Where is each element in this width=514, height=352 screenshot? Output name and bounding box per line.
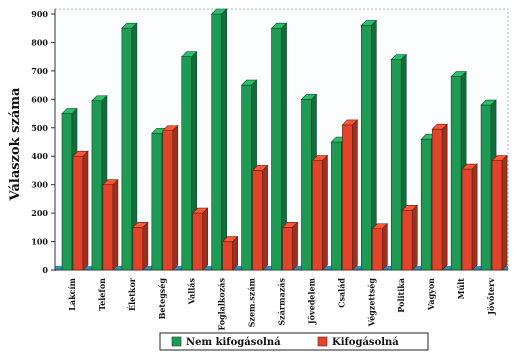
x-tick-label: Jövőterv — [486, 278, 496, 316]
bar-kifogasolna-11 — [401, 204, 418, 271]
x-tick-label: Lakcím — [67, 277, 77, 310]
legend-swatch — [317, 336, 328, 347]
y-tick-label: 200 — [31, 208, 48, 218]
bar-kifogasolna-10 — [371, 223, 389, 271]
bar-kifogasolna-12 — [431, 123, 448, 271]
y-tick-label: 0 — [42, 265, 48, 275]
y-tick-label: 100 — [31, 237, 48, 247]
bar-kifogasolna-9 — [341, 119, 359, 271]
x-tick-label: Foglalkozás — [217, 278, 227, 331]
bar-nem-kifogasolna-2 — [121, 22, 138, 271]
x-tick-label: Származás — [277, 278, 287, 326]
y-axis-label: Válaszok száma — [8, 87, 23, 201]
x-tick-label: Politika — [396, 278, 406, 313]
y-tick-label: 900 — [31, 9, 48, 19]
bar-kifogasolna-6 — [251, 164, 269, 271]
bar-kifogasolna-1 — [102, 178, 119, 271]
bar-nem-kifogasolna-10 — [360, 19, 378, 271]
legend-label: Nem kifogásolná — [186, 337, 281, 348]
x-tick-label: Jövedelem — [306, 277, 316, 325]
bar-kifogasolna-0 — [72, 150, 89, 271]
legend-swatch — [171, 336, 182, 347]
bar-kifogasolna-2 — [132, 221, 149, 271]
bar-kifogasolna-7 — [281, 221, 299, 271]
x-tick-label: Betegség — [157, 278, 167, 320]
y-tick-label: 800 — [31, 37, 48, 47]
x-tick-label: Család — [336, 278, 346, 308]
x-tick-label: Életkor — [127, 277, 137, 311]
bar-nem-kifogasolna-7 — [270, 22, 288, 271]
y-tick-label: 400 — [31, 151, 48, 161]
y-tick-label: 500 — [31, 123, 48, 133]
y-tick-label: 700 — [31, 66, 48, 76]
bar-kifogasolna-5 — [221, 235, 239, 271]
bar-kifogasolna-4 — [192, 207, 209, 271]
legend: Nem kifogásolná Kifogásolná — [159, 332, 429, 351]
x-tick-label: Vagyon — [426, 278, 436, 311]
bar-kifogasolna-3 — [162, 124, 179, 271]
x-tick-label: Végzettség — [366, 278, 376, 328]
bar-kifogasolna-8 — [311, 154, 329, 271]
x-tick-label: Múlt — [456, 278, 466, 300]
bar-kifogasolna-14 — [491, 154, 508, 271]
bar-nem-kifogasolna-5 — [210, 8, 228, 271]
y-tick-label: 600 — [31, 94, 48, 104]
x-tick-label: Vallás — [187, 278, 197, 306]
y-tick-label: 300 — [31, 180, 48, 190]
x-tick-label: Telefon — [97, 278, 107, 311]
legend-box — [159, 332, 429, 351]
legend-label: Kifogásolná — [332, 337, 399, 348]
bar-kifogasolna-13 — [461, 163, 478, 271]
x-tick-label: Szem.szám — [247, 277, 257, 327]
